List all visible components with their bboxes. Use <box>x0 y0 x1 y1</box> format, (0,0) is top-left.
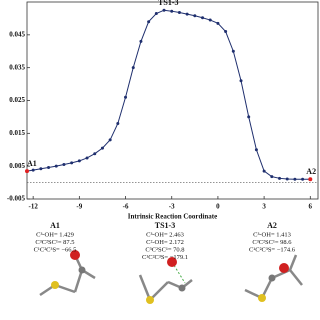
structure-parameter: C³-OH= 1.429 <box>36 231 74 238</box>
y-tick-label: 0.035 <box>9 63 25 71</box>
point <box>239 79 243 83</box>
structure-parameter: C²-OH= 2.172 <box>146 239 184 246</box>
point <box>124 95 128 99</box>
point <box>131 66 135 70</box>
structure-parameter: C³C²SC¹= 87.5 <box>35 239 74 246</box>
y-tick-label: 0.005 <box>9 162 25 170</box>
point <box>170 9 174 13</box>
point <box>231 49 235 53</box>
point <box>108 138 112 142</box>
point <box>85 156 89 160</box>
point <box>39 167 43 171</box>
point <box>154 11 158 15</box>
point <box>262 169 266 173</box>
y-tick-label: -0.005 <box>7 195 26 203</box>
point <box>278 176 282 180</box>
point <box>247 115 251 119</box>
x-tick-label: 0 <box>216 203 220 211</box>
x-tick-label: 6 <box>309 203 313 211</box>
structure-parameter: C³-OH= 1.413 <box>253 231 291 238</box>
x-axis-label: Intrinsic Reaction Coordinate <box>128 213 217 221</box>
structure-name: A1 <box>50 221 60 230</box>
point <box>139 39 143 43</box>
point <box>100 146 104 150</box>
structure-name: TS1-3 <box>155 221 175 230</box>
point <box>93 152 97 156</box>
structure-name: A2 <box>267 221 277 230</box>
point <box>301 177 305 181</box>
point <box>162 8 166 12</box>
structure-parameter: C¹C²C³S= −179.1 <box>142 254 188 261</box>
atoms <box>51 250 289 304</box>
point <box>77 159 81 163</box>
endpoint-marker <box>25 169 29 174</box>
point <box>70 161 74 165</box>
y-tick-label: 0.025 <box>9 96 25 104</box>
point <box>193 14 197 18</box>
structure-parameter: C¹C²C³S= −66.5 <box>34 246 77 253</box>
point <box>216 21 220 25</box>
structure-parameter: C¹C²C³S= −174.6 <box>249 246 296 253</box>
annotation: TS1-3 <box>158 0 178 7</box>
x-tick-label: -12 <box>28 203 38 211</box>
y-tick-label: 0.015 <box>9 129 25 137</box>
point <box>270 175 274 179</box>
annotation: A1 <box>27 159 37 168</box>
structure-parameter: C³C²SC¹= 98.6 <box>252 239 292 246</box>
endpoint-marker <box>308 177 313 182</box>
point <box>177 11 181 15</box>
point <box>185 12 189 16</box>
point <box>201 16 205 20</box>
point <box>116 121 120 125</box>
annotation: A2 <box>306 167 316 176</box>
structure-parameter: C³C²SC¹= 70.8 <box>145 246 184 253</box>
point <box>147 20 151 24</box>
point <box>293 177 297 181</box>
x-tick-label: 3 <box>262 203 266 211</box>
x-tick-label: -3 <box>169 203 175 211</box>
point <box>31 168 35 172</box>
x-tick-label: -6 <box>123 203 129 211</box>
point <box>208 18 212 22</box>
point <box>54 164 58 168</box>
point <box>62 163 66 167</box>
x-tick-label: -9 <box>76 203 82 211</box>
point <box>254 148 258 152</box>
point <box>224 30 228 34</box>
point <box>47 165 51 169</box>
point <box>285 177 289 181</box>
plot-frame <box>26 1 319 200</box>
curve <box>26 9 311 180</box>
structure-parameter: C³-OH= 2.463 <box>146 231 184 238</box>
y-tick-label: 0.045 <box>9 30 25 38</box>
